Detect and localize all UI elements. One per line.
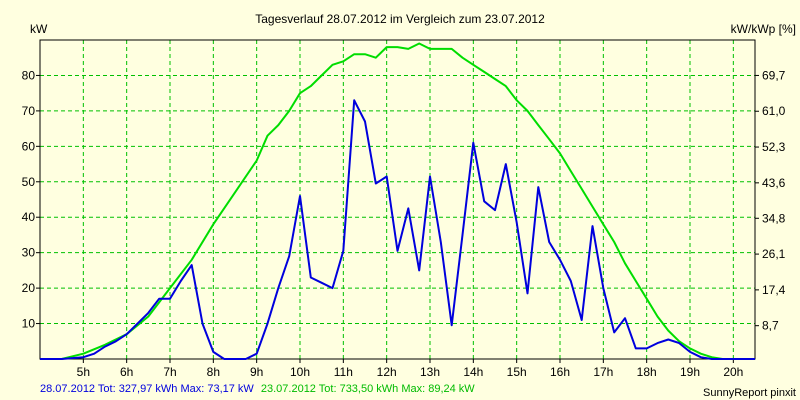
x-tick-label: 19h [680, 365, 700, 379]
y-axis-left-label: kW [30, 22, 48, 36]
y-tick-label-right: 8,7 [762, 319, 779, 333]
y-tick-label-right: 52,3 [762, 140, 786, 154]
y-tick-label-right: 61,0 [762, 104, 786, 118]
x-tick-label: 12h [377, 365, 397, 379]
x-tick-label: 14h [463, 365, 483, 379]
x-tick-label: 11h [334, 365, 353, 379]
axis-ticks: 5h 6h 7h 8h 9h 10h 11h 12h 13h 14h 15h 16h 17h 18h 19h… [22, 68, 786, 379]
plot-area-frame [39, 39, 756, 360]
grid [40, 40, 755, 359]
x-tick-label: 18h [637, 365, 657, 379]
series-lines [40, 42, 755, 360]
y-tick-label-left: 70 [22, 104, 36, 118]
y-tick-label-right: 43,6 [762, 176, 786, 190]
x-tick-label: 13h [420, 365, 440, 379]
footer-stats-series-1: 28.07.2012 Tot: 327,97 kWh Max: 73,17 kW [40, 383, 254, 395]
x-tick-label: 9h [250, 365, 263, 379]
y-tick-label-left: 20 [22, 281, 36, 295]
chart-title: Tagesverlauf 28.07.2012 im Vergleich zum… [255, 12, 545, 26]
y-tick-label-right: 26,1 [762, 247, 786, 261]
y-tick-label-right: 69,7 [762, 68, 786, 82]
y-tick-label-left: 30 [22, 246, 36, 260]
x-tick-label: 5h [77, 365, 90, 379]
footer-stats: 28.07.2012 Tot: 327,97 kWh Max: 73,17 kW… [40, 383, 475, 395]
x-tick-label: 8h [207, 365, 220, 379]
series-line-1 [40, 42, 755, 360]
footer-credit: SunnyReport pinxit [703, 387, 796, 399]
x-tick-label: 10h [290, 365, 310, 379]
footer-stats-series-2: 23.07.2012 Tot: 733,50 kWh Max: 89,24 kW [261, 383, 475, 395]
x-tick-label: 6h [120, 365, 133, 379]
x-tick-label: 15h [507, 365, 527, 379]
x-tick-label: 7h [163, 365, 176, 379]
y-tick-label-left: 40 [22, 210, 36, 224]
x-tick-label: 17h [593, 365, 613, 379]
series-line-2 [40, 99, 755, 360]
x-tick-label: 16h [550, 365, 570, 379]
y-axis-right-label: kW/kWp [%] [731, 22, 796, 36]
y-tick-label-left: 60 [22, 139, 36, 153]
y-tick-label-left: 10 [22, 317, 36, 331]
x-tick-label: 20h [723, 365, 743, 379]
y-tick-label-right: 34,8 [762, 211, 786, 225]
y-tick-label-right: 17,4 [762, 283, 786, 297]
y-tick-label-left: 50 [22, 175, 36, 189]
y-tick-label-left: 80 [22, 68, 36, 82]
